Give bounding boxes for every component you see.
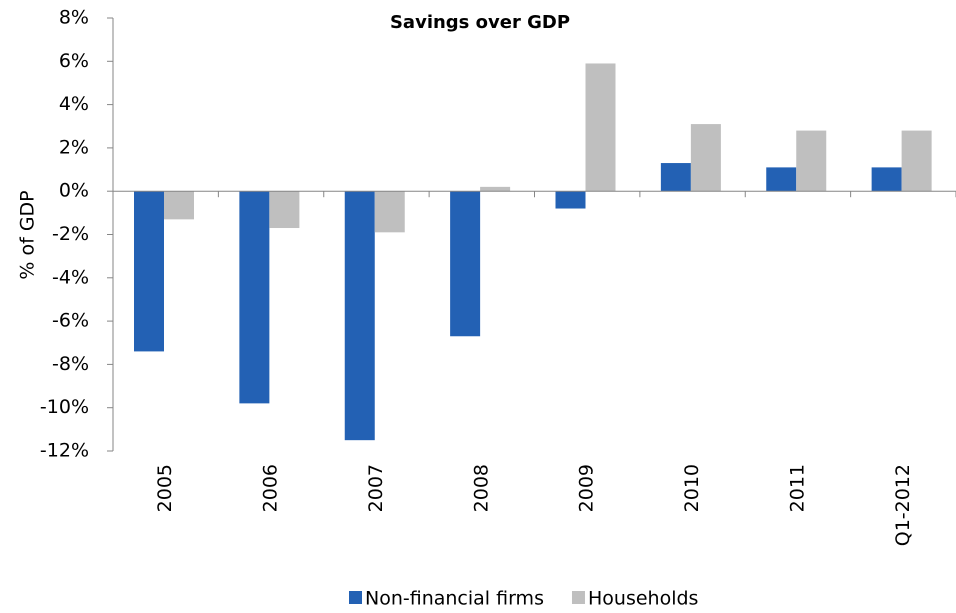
y-tick-label: -8% (52, 353, 89, 375)
bar (871, 167, 902, 192)
bar (134, 191, 164, 352)
x-tick-label: 2010 (681, 464, 703, 512)
y-axis-label: % of GDP (17, 190, 39, 279)
bar (796, 130, 827, 192)
bar (374, 191, 405, 233)
y-tick-label: -10% (40, 396, 89, 418)
bar (766, 167, 797, 192)
bar (690, 124, 721, 192)
bar (344, 191, 375, 441)
y-tick-label: 0% (59, 180, 89, 202)
y-tick-label: 2% (59, 136, 89, 158)
x-tick-label: 2008 (470, 464, 492, 512)
x-tick-label: 2007 (365, 464, 387, 512)
x-tick-label: 2009 (576, 464, 598, 512)
y-tick-label: -2% (52, 223, 89, 245)
bar (480, 186, 511, 192)
y-tick-label: -6% (52, 310, 89, 332)
bar (164, 191, 194, 220)
bar (585, 63, 616, 192)
y-tick-label: 4% (59, 93, 89, 115)
y-tick-label: 6% (59, 50, 89, 72)
legend-swatch (349, 591, 362, 604)
bar (269, 191, 300, 229)
legend-swatch (571, 591, 585, 604)
bar (450, 191, 481, 337)
x-tick-label: Q1-2012 (892, 464, 914, 546)
bar (239, 191, 270, 404)
bar (901, 130, 932, 192)
legend-label: Non-financial firms (365, 588, 544, 610)
y-tick-label: -12% (40, 440, 89, 462)
bar (660, 163, 691, 192)
bar (555, 191, 586, 209)
chart-title: Savings over GDP (390, 12, 570, 33)
y-tick-label: 8% (59, 7, 89, 29)
x-tick-label: 2011 (786, 464, 808, 512)
y-tick-label: -4% (52, 266, 89, 288)
x-tick-label: 2006 (260, 464, 282, 512)
x-tick-label: 2005 (154, 464, 176, 512)
legend-label: Households (588, 588, 698, 610)
